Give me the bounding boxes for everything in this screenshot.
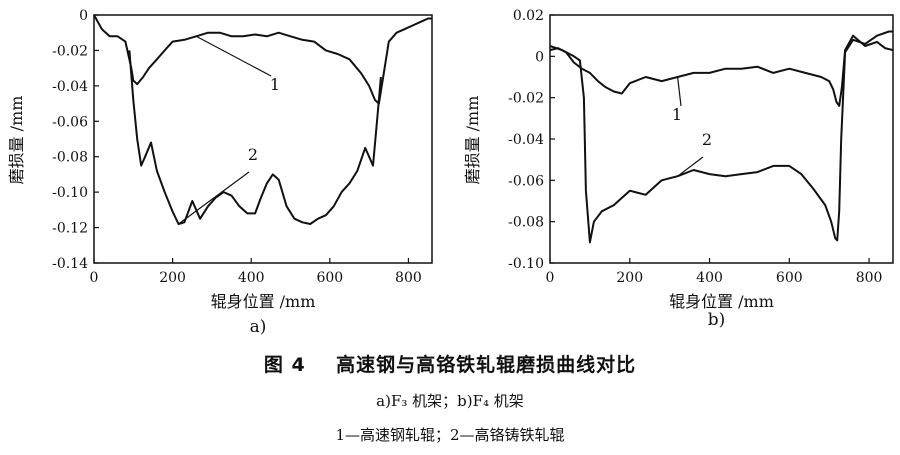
y-tick-label: -0.08: [52, 150, 88, 166]
series-line-2: [549, 30, 893, 244]
chart-panel-a: 0-0.02-0.04-0.06-0.08-0.10-0.12-0.140 200…: [7, 8, 433, 337]
series-callout-label: 2: [248, 145, 258, 164]
panel-label: b): [708, 310, 726, 330]
x-tick-label: 0: [90, 270, 99, 286]
y-tick-label: 0: [535, 49, 544, 65]
panel-label: a): [250, 317, 267, 337]
series-line-1: [549, 34, 894, 107]
series-callout-label: 1: [672, 105, 682, 124]
y-tick-label: -0.08: [508, 215, 544, 231]
series-callout-leader: [677, 156, 704, 177]
x-tick-label: 400: [696, 270, 723, 286]
x-tick-label: 400: [238, 270, 265, 286]
series-callout-leader: [178, 171, 250, 225]
y-tick-label: -0.14: [52, 256, 88, 272]
x-tick-label: 800: [395, 270, 422, 286]
figure-legend: 1—高速钢轧辊；2—高铬铸铁轧辊: [335, 426, 565, 444]
x-tick-label: 600: [776, 270, 803, 286]
series-line-2: [128, 50, 382, 225]
y-tick-label: 0.02: [513, 8, 544, 24]
x-tick-label: 800: [856, 270, 883, 286]
y-tick-label: -0.12: [52, 221, 88, 237]
figure-subtitle: a)F₃ 机架；b)F₄ 机架: [376, 392, 524, 410]
plot-frame: [93, 14, 433, 264]
y-tick-label: -0.06: [508, 173, 544, 189]
x-tick-label: 200: [616, 270, 643, 286]
y-axis-label: 磨损量 /mm: [463, 96, 482, 185]
y-tick-label: -0.10: [508, 256, 544, 272]
x-tick-label: 600: [316, 270, 343, 286]
x-tick-label: 200: [159, 270, 186, 286]
series-callout-label: 1: [270, 75, 280, 94]
y-axis-label: 磨损量 /mm: [7, 96, 26, 185]
figure-title-text: 高速钢与高铬铁轧辊磨损曲线对比: [336, 354, 637, 376]
x-axis-label: 辊身位置 /mm: [211, 292, 316, 311]
y-tick-label: -0.10: [52, 185, 88, 201]
x-tick-label: 0: [546, 270, 555, 286]
series-callout-leader: [677, 76, 682, 107]
figure-number: 图 4: [263, 354, 306, 376]
x-axis-label: 辊身位置 /mm: [669, 292, 774, 311]
series-line-1: [93, 14, 432, 105]
y-tick-label: -0.04: [52, 79, 88, 95]
y-tick-label: -0.06: [52, 114, 88, 130]
y-tick-label: 0: [79, 8, 88, 24]
figure-title: 图 4 高速钢与高铬铁轧辊磨损曲线对比: [0, 350, 900, 377]
series-callout-leader: [195, 35, 272, 77]
series-callout-label: 2: [702, 130, 712, 149]
y-tick-label: -0.02: [52, 43, 88, 59]
chart-panel-b: 0.020-0.02-0.04-0.06-0.08-0.100 200 400 600…: [463, 8, 894, 330]
y-tick-label: -0.04: [508, 132, 544, 148]
y-tick-label: -0.02: [508, 91, 544, 107]
